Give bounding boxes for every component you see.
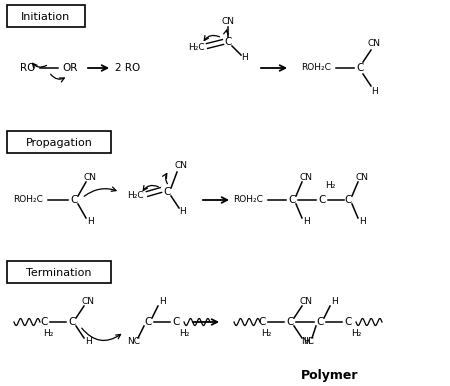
Text: NC: NC — [127, 337, 140, 347]
Text: C: C — [40, 317, 48, 327]
Text: C: C — [144, 317, 152, 327]
Text: CN: CN — [84, 173, 96, 183]
Text: Propagation: Propagation — [26, 138, 92, 148]
Text: H₂: H₂ — [179, 330, 189, 339]
Text: Polymer: Polymer — [301, 369, 359, 381]
Text: C: C — [224, 37, 232, 47]
Text: ROH₂C: ROH₂C — [301, 64, 331, 73]
Text: C: C — [70, 195, 78, 205]
Text: RO: RO — [20, 63, 36, 73]
Text: OR: OR — [62, 63, 78, 73]
Text: H: H — [331, 298, 338, 306]
Text: H: H — [180, 208, 186, 217]
Text: C: C — [356, 63, 364, 73]
Text: H₂C: H₂C — [188, 44, 204, 52]
Text: H: H — [86, 217, 94, 227]
Text: C: C — [344, 195, 352, 205]
Text: C: C — [68, 317, 76, 327]
Text: Initiation: Initiation — [22, 12, 71, 22]
Text: C: C — [258, 317, 265, 327]
Text: H: H — [85, 337, 91, 347]
FancyBboxPatch shape — [7, 261, 111, 283]
Text: ROH₂C: ROH₂C — [233, 195, 263, 205]
Text: ROH₂C: ROH₂C — [13, 195, 43, 205]
Text: H: H — [302, 337, 310, 347]
Text: CN: CN — [221, 17, 234, 27]
Text: H: H — [241, 54, 248, 63]
Text: CN: CN — [356, 173, 369, 183]
Text: C: C — [318, 195, 326, 205]
Text: H₂: H₂ — [325, 181, 335, 191]
Text: H₂: H₂ — [351, 330, 361, 339]
Text: CN: CN — [300, 173, 312, 183]
Text: CN: CN — [368, 39, 381, 49]
Text: CN: CN — [175, 161, 188, 171]
Text: NC: NC — [302, 337, 315, 347]
FancyBboxPatch shape — [7, 5, 85, 27]
Text: 2 RO: 2 RO — [115, 63, 140, 73]
Text: H: H — [359, 217, 365, 227]
Text: H: H — [158, 298, 166, 306]
Text: C: C — [288, 195, 296, 205]
Text: C: C — [286, 317, 294, 327]
Text: CN: CN — [81, 298, 94, 306]
Text: H: H — [371, 88, 378, 96]
Text: C: C — [163, 187, 171, 197]
Text: H₂: H₂ — [43, 330, 53, 339]
Text: H₂C: H₂C — [127, 191, 143, 200]
Text: C: C — [344, 317, 352, 327]
Text: H: H — [302, 217, 310, 227]
Text: H₂: H₂ — [261, 330, 271, 339]
Text: C: C — [316, 317, 324, 327]
Text: Termination: Termination — [26, 268, 92, 278]
Text: CN: CN — [300, 298, 312, 306]
Text: C: C — [172, 317, 180, 327]
FancyBboxPatch shape — [7, 131, 111, 153]
